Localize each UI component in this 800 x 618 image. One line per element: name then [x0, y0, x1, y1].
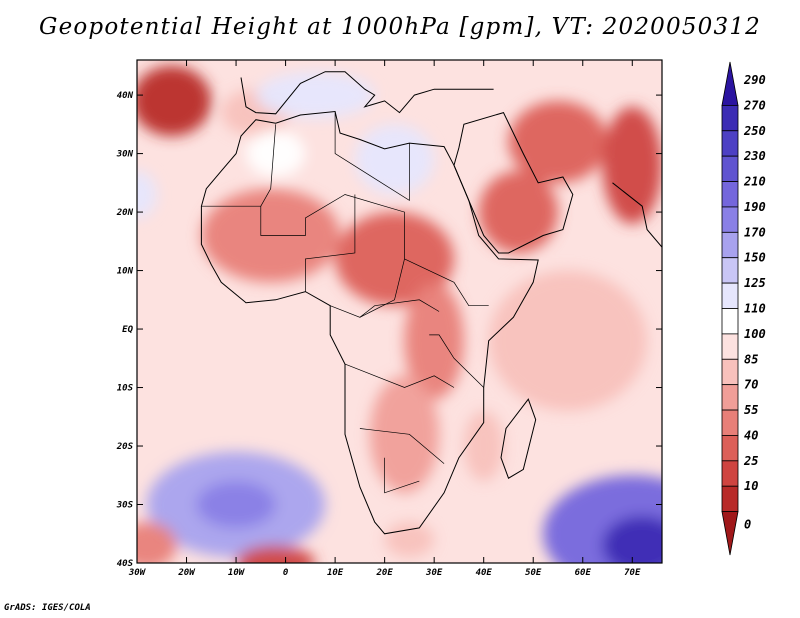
- mozambique-trough: [463, 410, 504, 482]
- country-border: [305, 194, 356, 292]
- lon-tick-label: 40E: [476, 568, 493, 578]
- colorbar-level-label: 85: [744, 352, 758, 366]
- colorbar-level-label: 210: [743, 175, 766, 189]
- colorbar-level-label: 70: [744, 378, 758, 392]
- colorbar-level-label: 55: [744, 403, 758, 417]
- colorbar-swatch: [721, 181, 739, 208]
- lon-tick-label: 10E: [327, 568, 344, 578]
- persian-low: [508, 100, 608, 183]
- lat-tick-label: 10S: [117, 384, 134, 394]
- europe-coastline: [240, 71, 494, 115]
- madagascar-coastline: [500, 398, 537, 479]
- lon-tick-label: 10W: [228, 568, 246, 578]
- east-africa-low: [404, 282, 464, 400]
- colorbar-swatch: [721, 511, 739, 556]
- colorbar-swatch: [721, 409, 739, 436]
- africa-coastline: [200, 110, 539, 535]
- colorbar-level-label: 0: [744, 517, 751, 531]
- arabia-coastline: [453, 112, 574, 254]
- pakistan-low: [602, 106, 662, 224]
- credit-label: GrADS: IGES/COLA: [4, 603, 91, 613]
- coastline-overlay: [200, 71, 662, 535]
- colorbar-level-label: 190: [744, 200, 766, 214]
- colorbar-swatch: [721, 155, 739, 182]
- country-border: [330, 299, 440, 318]
- west-atlantic-blue: [137, 171, 157, 218]
- colorbar-level-label: 250: [743, 124, 766, 138]
- country-border: [429, 334, 484, 388]
- southwest-atlantic-low: [137, 522, 177, 563]
- country-border: [334, 112, 410, 202]
- colorbar-swatch: [721, 460, 739, 487]
- colorbar: 2902702502302101901701501251101008570554…: [721, 61, 766, 556]
- colorbar-swatch: [721, 358, 739, 386]
- colorbar-level-label: 25: [743, 454, 758, 468]
- south-central-low: [236, 545, 316, 563]
- colorbar-level-label: 170: [744, 225, 766, 239]
- colorbar-swatch: [721, 282, 739, 309]
- colorbar-level-label: 125: [744, 276, 766, 290]
- colorbar-swatch: [721, 130, 739, 157]
- colorbar-swatch: [721, 257, 739, 284]
- lon-tick-label: 20E: [376, 568, 394, 578]
- arabian-low: [478, 171, 558, 254]
- lon-tick-label: 20W: [177, 568, 196, 578]
- colorbar-swatch: [721, 206, 739, 233]
- colorbar-level-label: 10: [744, 479, 758, 493]
- south-atlantic-core: [196, 481, 276, 528]
- colorbar-level-label: 40: [744, 428, 758, 442]
- lat-tick-label: 40S: [117, 559, 134, 569]
- subtropical-high-east-atlantic: [137, 65, 212, 137]
- country-border: [384, 457, 420, 494]
- colorbar-swatch: [721, 61, 739, 106]
- lat-tick-label: 40N: [117, 91, 134, 101]
- colorbar-swatch: [721, 333, 739, 360]
- lat-tick-label: 10N: [117, 267, 134, 277]
- libya-egypt-ridge: [354, 124, 435, 195]
- country-border: [359, 428, 445, 464]
- sahara-west-anomaly: [245, 130, 306, 177]
- colorbar-swatch: [721, 384, 739, 411]
- colorbar-level-label: 290: [743, 73, 766, 87]
- country-border: [260, 124, 277, 207]
- lat-tick-label: 20N: [116, 208, 134, 218]
- colorbar-level-label: 100: [744, 327, 766, 341]
- colorbar-level-label: 110: [744, 302, 766, 316]
- lon-tick-label: 0: [283, 568, 289, 578]
- map-frame: [136, 59, 663, 564]
- colorbar-swatch: [721, 435, 739, 462]
- sahel-low-central: [335, 212, 454, 306]
- lon-tick-label: 50E: [525, 568, 542, 578]
- agulhas-red: [384, 522, 435, 558]
- indian-ocean-trough: [488, 270, 648, 411]
- colorbar-swatch: [721, 308, 739, 335]
- india-coastline: [612, 182, 662, 248]
- lon-tick-label: 30W: [128, 568, 147, 578]
- lat-tick-label: 30N: [116, 150, 134, 160]
- colorbar-swatch: [721, 485, 739, 513]
- lon-tick-label: 70E: [624, 568, 641, 578]
- geopotential-field: [137, 60, 662, 563]
- lon-tick-label: 60E: [575, 568, 592, 578]
- colorbar-swatch: [721, 231, 739, 259]
- lat-tick-label: EQ: [122, 325, 133, 335]
- country-border: [404, 258, 489, 307]
- page-title: Geopotential Height at 1000hPa [gpm], VT…: [39, 14, 761, 40]
- lat-tick-label: 20S: [116, 442, 134, 452]
- lon-tick-label: 30E: [425, 568, 443, 578]
- colorbar-level-label: 270: [743, 98, 766, 112]
- colorbar-level-label: 230: [743, 149, 766, 163]
- mediterranean-ridge: [255, 71, 375, 119]
- south-africa-low: [369, 375, 440, 493]
- colorbar-level-label: 150: [744, 251, 766, 265]
- country-border: [344, 363, 455, 388]
- lat-tick-label: 30S: [116, 501, 134, 511]
- colorbar-swatch: [721, 104, 739, 132]
- south-indian-core: [602, 516, 662, 563]
- country-border: [201, 194, 405, 318]
